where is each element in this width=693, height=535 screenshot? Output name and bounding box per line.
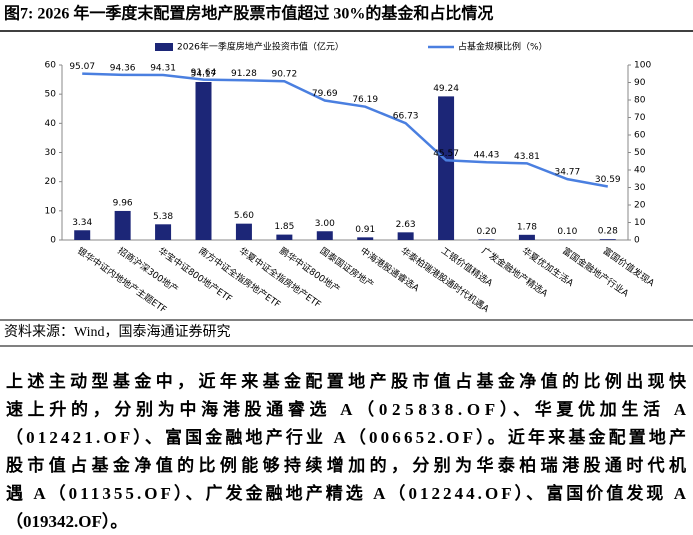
bar-value-label: 54.17 <box>191 70 217 80</box>
x-tick-label: 广发金融地产精选A <box>479 245 551 300</box>
bar <box>599 239 616 240</box>
bar <box>438 96 455 240</box>
bar-value-label: 3.00 <box>315 219 335 229</box>
x-tick-label: 华宝中证800地产ETF <box>156 245 235 305</box>
line-value-label: 76.19 <box>352 95 378 105</box>
line-value-label: 66.73 <box>393 112 419 122</box>
line-value-label: 91.28 <box>231 69 257 79</box>
bar <box>114 210 131 240</box>
line-value-label: 90.72 <box>271 70 297 80</box>
line <box>82 72 609 188</box>
x-tick-label: 富国金融地产行业A <box>560 245 632 300</box>
body-line: 遇 A（011355.OF）、广发金融地产精选 A（012244.OF）、富国价… <box>6 483 687 503</box>
line-value-label: 44.43 <box>474 151 500 161</box>
bar-value-label: 5.60 <box>234 211 254 221</box>
body-line: （019342.OF）。 <box>6 511 127 531</box>
bar <box>357 237 374 240</box>
line-value-label: 94.36 <box>110 63 136 73</box>
bar <box>478 239 495 240</box>
bar-value-label: 1.85 <box>274 222 294 232</box>
y2-tick-label: 40 <box>634 166 646 176</box>
y2-tick-label: 10 <box>634 218 646 228</box>
bar-value-label: 1.78 <box>517 222 537 232</box>
y2-tick-label: 0 <box>634 236 640 246</box>
bar-value-label: 5.38 <box>153 212 173 222</box>
y2-tick-label: 30 <box>634 183 646 193</box>
line-value-label: 45.57 <box>433 149 459 159</box>
chart-title: 图7: 2026 年一季度末配置房地产股票市值超过 30%的基金和占比情况 <box>4 4 493 23</box>
bar <box>276 234 293 240</box>
y-tick-label: 40 <box>45 119 57 129</box>
y2-tick-label: 20 <box>634 201 646 211</box>
y2-tick-label: 70 <box>634 113 646 123</box>
legend-label: 2026年一季度房地产业投资市值（亿元） <box>177 41 344 53</box>
bar <box>195 82 212 240</box>
line-value-label: 30.59 <box>595 175 621 185</box>
bar <box>397 232 414 240</box>
line-value-label: 94.31 <box>150 63 176 73</box>
bar-value-label: 0.10 <box>557 227 577 237</box>
legend-label: 占基金规模比例（%） <box>458 41 548 53</box>
bar <box>316 231 333 240</box>
line-value-label: 91.64 <box>191 68 217 78</box>
source: 资料来源：Wind，国泰海通证券研究 <box>4 324 231 340</box>
y2-tick-label: 90 <box>634 78 646 88</box>
body-line: 上述主动型基金中，近年来基金配置地产股市值占基金净值的比例出现快 <box>6 371 687 391</box>
bar-value-label: 2.63 <box>396 220 416 230</box>
y2-tick-label: 100 <box>634 61 651 71</box>
bar <box>235 223 252 240</box>
line-value-label: 95.07 <box>69 62 95 72</box>
bar-value-label: 3.34 <box>72 218 92 228</box>
y-tick-label: 10 <box>45 206 57 216</box>
line-value-label: 34.77 <box>554 168 580 178</box>
line-value-label: 79.69 <box>312 89 338 99</box>
bar-value-label: 0.91 <box>355 225 375 235</box>
y-tick-label: 20 <box>45 177 57 187</box>
y-tick-label: 50 <box>45 90 57 100</box>
y-tick-label: 30 <box>45 148 57 158</box>
body-line: 股市值占基金净值的比例能够持续增加的，分别为华泰柏瑞港股通时代机 <box>6 455 686 475</box>
legend-swatch <box>155 43 173 51</box>
y2-tick-label: 60 <box>634 131 646 141</box>
line-value-label: 43.81 <box>514 152 540 162</box>
y-tick-label: 60 <box>45 61 57 71</box>
bar <box>518 234 535 240</box>
bar <box>155 224 172 240</box>
bar-value-label: 9.96 <box>113 198 133 208</box>
bar <box>74 230 91 240</box>
body-line: 速上升的，分别为中海港股通睿选 A（025838.OF）、华夏优加生活 A <box>6 399 687 419</box>
y-tick-label: 0 <box>50 236 56 246</box>
bar-value-label: 49.24 <box>433 84 459 94</box>
bar-value-label: 0.28 <box>598 227 618 237</box>
y2-tick-label: 50 <box>634 148 646 158</box>
bar-value-label: 0.20 <box>476 227 496 237</box>
y2-tick-label: 80 <box>634 96 646 106</box>
body-line: （012421.OF）、富国金融地产行业 A（006652.OF）。近年来基金配… <box>6 427 686 447</box>
